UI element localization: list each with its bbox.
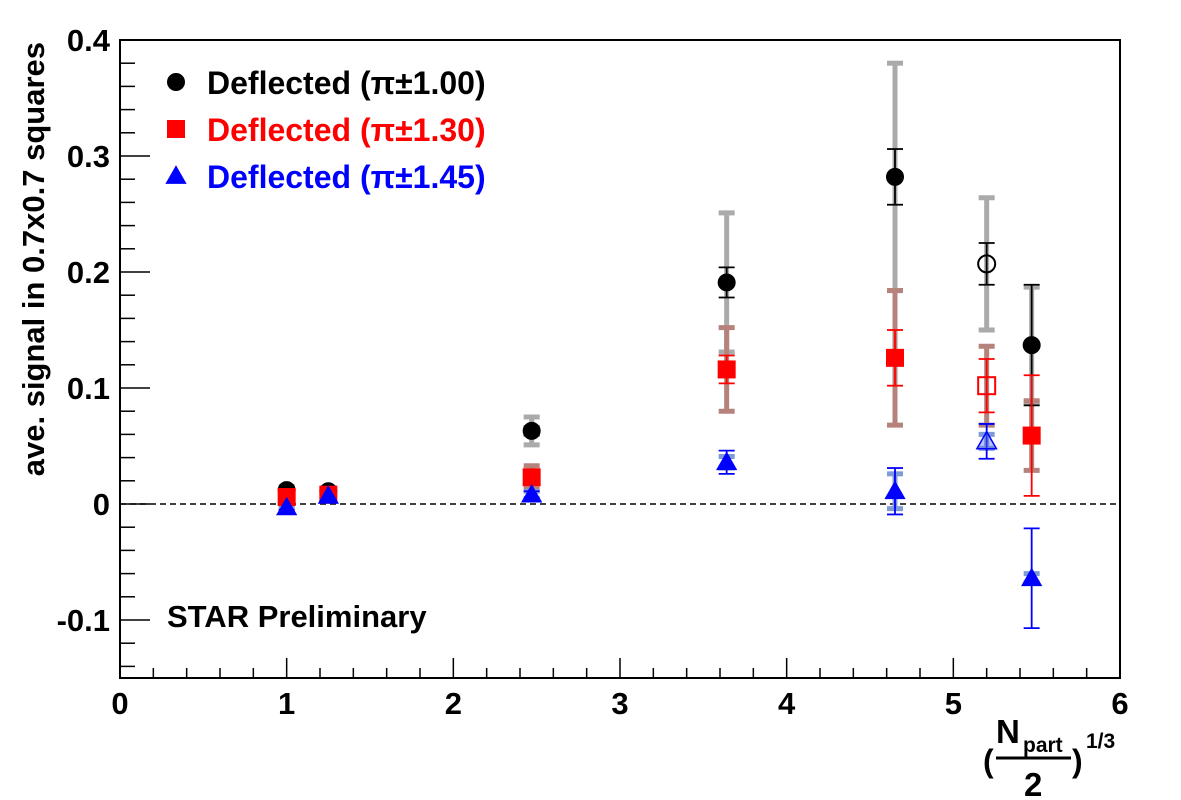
x-axis-label-denominator: 2 [1024,766,1042,800]
legend-label-blue-triangles: Deflected (π±1.45) [207,159,486,195]
y-tick-label: 0.2 [67,255,110,290]
legend-marker-blue-triangles [165,165,187,184]
data-point-black-circles [717,273,736,292]
y-tick-label: 0.4 [67,23,111,58]
legend-marker-red-squares [167,120,185,138]
legend: Deflected (π±1.00) Deflected (π±1.30) Defl… [165,65,486,195]
x-tick-label: 6 [1111,686,1128,721]
data-point-black-circles [886,167,904,186]
stat-error-blue-triangles [978,423,995,460]
x-tick-label: 0 [111,686,128,721]
data-point-black-circles [1022,336,1041,355]
data-point-red-squares [717,360,736,379]
data-point-blue-triangles [716,451,738,471]
x-tick-label: 5 [945,686,962,721]
y-axis-label: ave. signal in 0.7x0.7 squares [16,42,51,476]
data-point-red-squares [522,468,541,487]
x-axis-label: ( N part 2 ) 1/3 [983,713,1115,800]
legend-label-red-squares: Deflected (π±1.30) [207,112,486,148]
data-point-blue-triangles [975,430,998,450]
data-point-blue-triangles [276,496,298,516]
x-axis-label-numerator: N [996,713,1020,750]
plot-frame-layer [119,39,1121,679]
x-tick-label: 4 [778,686,796,721]
legend-marker-black-circles [167,73,185,91]
y-tick-label: 0.1 [67,371,110,406]
star-preliminary-annotation: STAR Preliminary [167,599,427,634]
data-point-black-circles [977,254,997,274]
x-tick-label: 2 [445,686,462,721]
data-point-blue-triangles [884,480,906,500]
marker-layer [276,167,1043,587]
y-tick-label: -0.1 [57,603,110,638]
x-tick-label: 1 [278,686,295,721]
data-point-blue-triangles [521,483,543,503]
x-axis-label-open-paren: ( [983,743,994,779]
x-tick-label: 3 [611,686,628,721]
data-point-red-squares [977,376,997,396]
data-point-blue-triangles [317,485,339,504]
data-point-black-circles [522,421,541,440]
data-point-blue-triangles [1021,567,1043,587]
y-tick-label: 0.3 [67,139,110,174]
x-axis-label-numerator-subscript: part [1023,734,1063,757]
tick-label-layer: 0 1 2 3 4 5 6 -0.1 0 0.1 0.2 0.3 0.4 [57,23,1129,721]
x-axis-label-close-paren: ) [1072,743,1083,779]
stat-error-black-circles [978,242,995,286]
stat-error-red-squares [978,358,995,414]
x-axis-label-exponent: 1/3 [1086,730,1115,753]
legend-label-black-circles: Deflected (π±1.00) [207,65,486,101]
data-point-red-squares [886,348,904,367]
statistical-error-layer [278,148,1040,630]
data-point-red-squares [1022,426,1041,445]
y-tick-label: 0 [93,487,110,522]
